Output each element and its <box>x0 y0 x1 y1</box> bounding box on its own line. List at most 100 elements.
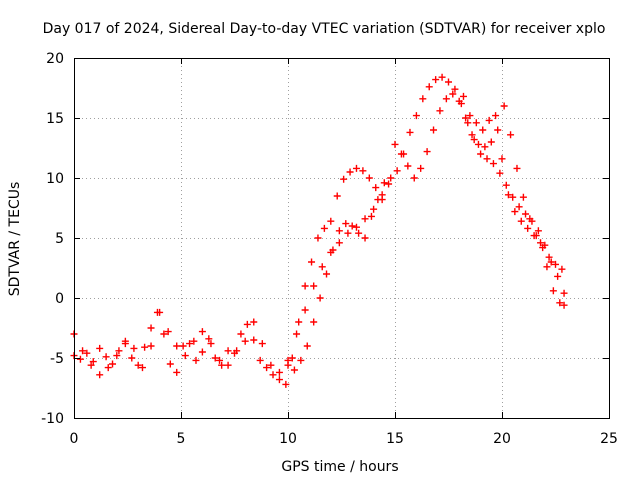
data-point <box>449 90 457 98</box>
data-point <box>113 352 121 360</box>
chart-title: Day 017 of 2024, Sidereal Day-to-day VTE… <box>43 21 606 37</box>
data-point <box>89 358 97 366</box>
data-point <box>205 335 213 343</box>
data-point <box>173 342 181 350</box>
y-tick-label: 10 <box>46 171 64 187</box>
data-point <box>370 205 378 213</box>
data-point <box>293 330 301 338</box>
data-point <box>560 301 568 309</box>
data-point <box>558 265 566 273</box>
data-point <box>190 337 198 345</box>
data-point <box>410 174 418 182</box>
data-point <box>355 229 363 237</box>
data-point <box>372 184 380 192</box>
y-tick-label: -10 <box>41 411 64 427</box>
data-point <box>198 348 206 356</box>
data-point <box>545 253 553 261</box>
data-point <box>160 330 168 338</box>
data-point <box>430 126 438 134</box>
data-point <box>417 164 425 172</box>
data-point <box>496 169 504 177</box>
data-point <box>481 143 489 151</box>
data-point <box>391 140 399 148</box>
series-track-b <box>70 196 386 379</box>
grid <box>74 58 609 418</box>
data-point <box>534 227 542 235</box>
data-point <box>147 324 155 332</box>
data-point <box>387 174 395 182</box>
data-point <box>361 215 369 223</box>
data-point <box>477 150 485 158</box>
data-point <box>560 289 568 297</box>
data-point <box>303 342 311 350</box>
data-point <box>549 287 557 295</box>
data-point <box>352 164 360 172</box>
data-point <box>250 318 258 326</box>
data-point <box>554 272 562 280</box>
data-point <box>329 246 337 254</box>
data-point <box>519 193 527 201</box>
data-point <box>419 95 427 103</box>
data-point <box>412 112 420 120</box>
data-point <box>121 337 129 345</box>
data-point <box>269 371 277 379</box>
data-point <box>526 215 534 223</box>
data-point <box>320 224 328 232</box>
data-point <box>445 78 452 86</box>
y-tick-label: 5 <box>55 231 64 247</box>
y-tick-label: 15 <box>46 111 64 127</box>
data-point <box>102 353 110 361</box>
data-point <box>492 112 500 120</box>
data-point <box>327 217 335 225</box>
data-point <box>342 220 350 228</box>
data-point <box>472 119 480 127</box>
data-point <box>109 360 117 368</box>
data-point <box>393 167 401 175</box>
x-axis-label: GPS time / hours <box>281 459 398 475</box>
axis-ticks: 0 5 10 15 20 25 -10 -5 0 5 10 15 20 <box>41 51 618 447</box>
data-point <box>464 119 472 127</box>
data-point <box>352 223 360 231</box>
data-point <box>502 181 510 189</box>
data-point <box>198 328 206 336</box>
data-point <box>507 131 515 139</box>
data-point <box>207 340 215 348</box>
data-point <box>96 371 104 379</box>
data-point <box>470 136 478 144</box>
data-point <box>333 192 341 200</box>
data-point <box>374 196 382 204</box>
data-point <box>310 282 318 290</box>
data-point <box>474 140 482 148</box>
data-point <box>256 356 264 364</box>
data-point <box>462 114 470 122</box>
data-point <box>267 361 275 369</box>
data-point <box>218 361 226 369</box>
x-tick-label: 5 <box>177 431 186 447</box>
data-point <box>211 354 219 362</box>
data-point <box>556 299 564 307</box>
data-point <box>192 356 200 364</box>
data-point <box>404 162 412 170</box>
data-point <box>250 336 258 344</box>
data-point <box>275 368 283 376</box>
data-point <box>459 92 467 100</box>
data-point <box>301 282 309 290</box>
data-point <box>335 227 343 235</box>
data-point <box>216 356 224 364</box>
data-point <box>547 258 555 266</box>
x-tick-label: 20 <box>493 431 511 447</box>
series-track-e <box>459 92 568 309</box>
data-point <box>301 306 309 314</box>
data-point <box>224 361 232 369</box>
data-point <box>141 343 149 351</box>
data-point <box>348 222 356 230</box>
data-point <box>233 347 241 355</box>
x-tick-label: 0 <box>70 431 79 447</box>
x-tick-label: 10 <box>279 431 297 447</box>
y-tick-label: -5 <box>50 351 64 367</box>
data-point <box>487 138 495 146</box>
data-point <box>385 180 393 188</box>
data-point <box>282 380 290 388</box>
data-point <box>425 83 433 91</box>
